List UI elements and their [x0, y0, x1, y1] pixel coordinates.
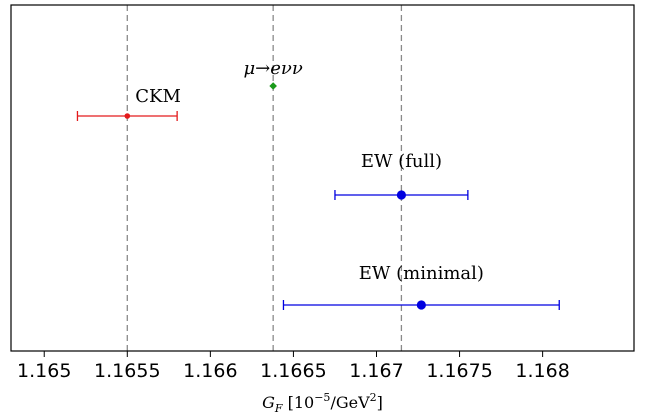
plot-frame	[10, 4, 635, 352]
series-2: EW (full)	[334, 151, 469, 200]
series-3: EW (minimal)	[282, 263, 560, 310]
series-label-2: EW (full)	[361, 151, 442, 172]
data-point-1	[269, 82, 277, 90]
series-label-1: μ→eνν	[243, 58, 302, 79]
series-label-0: CKM	[135, 86, 181, 107]
reference-lines	[126, 5, 403, 351]
series-layer: CKM μ→eνν EW (full) EW (minimal)	[76, 58, 560, 310]
data-point-0	[124, 113, 131, 119]
data-point-2	[396, 190, 407, 200]
x-tick-label-6: 1.168	[515, 360, 569, 382]
x-axis-ticks: 1.165 1.1655 1.166 1.1665 1.167 1.1675 1.168	[17, 351, 570, 382]
series-1: μ→eνν	[243, 58, 303, 90]
data-point-3	[416, 300, 426, 310]
x-tick-label-3: 1.1665	[260, 360, 326, 382]
x-tick-label-1: 1.1655	[94, 360, 160, 382]
series-label-3: EW (minimal)	[359, 263, 484, 284]
x-tick-label-5: 1.1675	[426, 360, 492, 382]
x-tick-label-0: 1.165	[17, 360, 71, 382]
x-tick-label-2: 1.166	[183, 360, 237, 382]
series-0: CKM	[76, 86, 181, 121]
x-tick-label-4: 1.167	[349, 360, 403, 382]
x-axis-label: GF [10−5/GeV2]	[262, 391, 383, 415]
